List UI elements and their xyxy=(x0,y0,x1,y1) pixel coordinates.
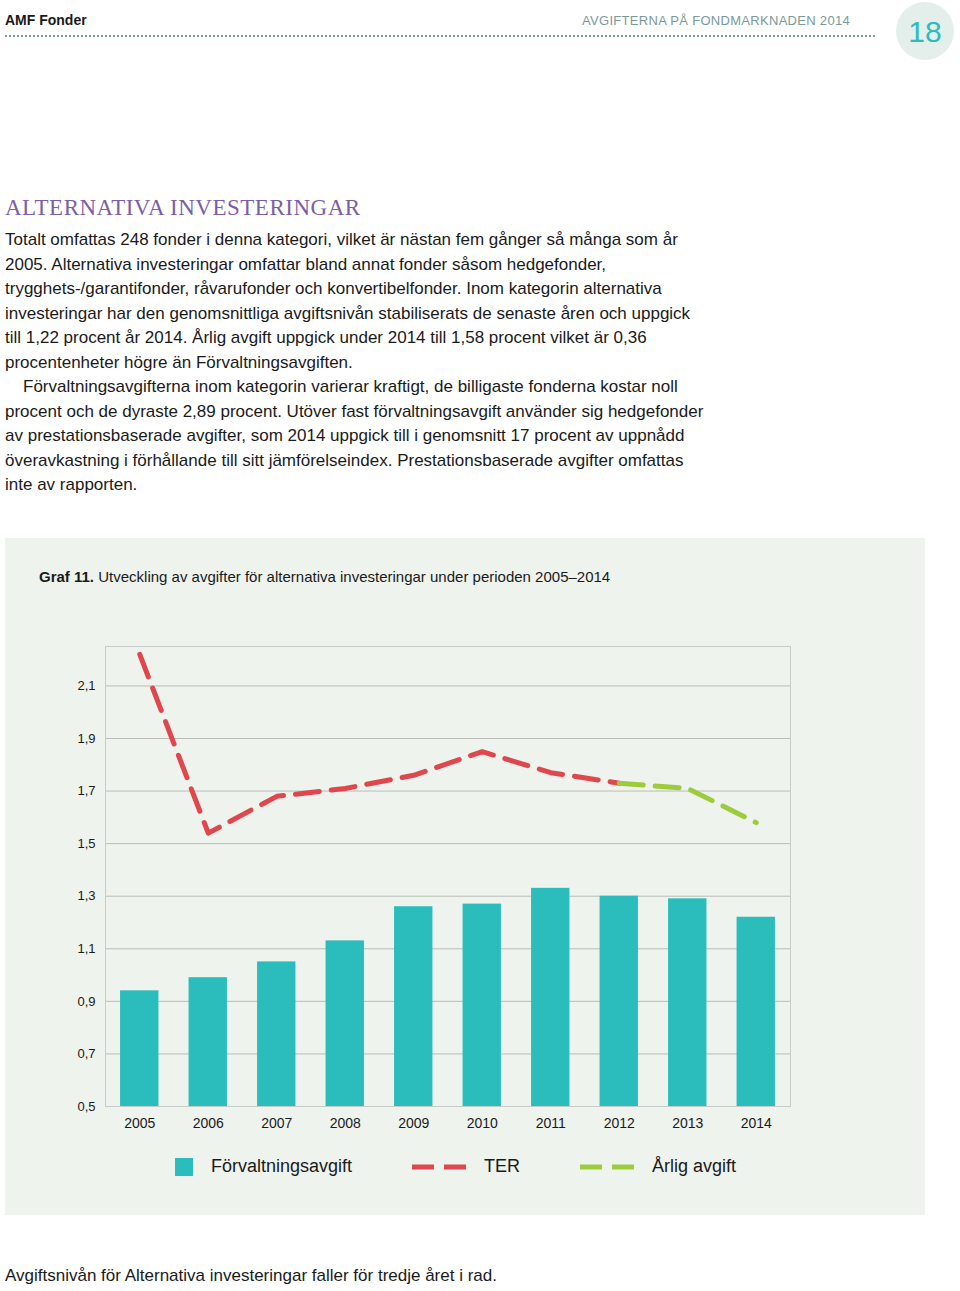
html-text:Årlig avgift: Årlig avgift xyxy=(652,1156,737,1176)
svg-text:1,3: 1,3 xyxy=(77,888,95,903)
html-text:Förvaltningsavgifterna inom ka: Förvaltningsavgifterna inom kategorin va… xyxy=(5,377,704,494)
html-text:AVGIFTERNA PÅ FONDMARKNADEN 20: AVGIFTERNA PÅ FONDMARKNADEN 2014 xyxy=(582,13,850,28)
svg-text:2010: 2010 xyxy=(467,1115,498,1131)
svg-text:1,1: 1,1 xyxy=(77,941,95,956)
html-text:18: 18 xyxy=(908,15,942,48)
html-text:Totalt omfattas 248 fonder i d: Totalt omfattas 248 fonder i denna kateg… xyxy=(5,230,691,372)
svg-text:1,5: 1,5 xyxy=(77,836,95,851)
svg-text:0,5: 0,5 xyxy=(77,1099,95,1114)
svg-text:2012: 2012 xyxy=(604,1115,635,1131)
svg-text:2013: 2013 xyxy=(672,1115,703,1131)
svg-text:2,1: 2,1 xyxy=(77,678,95,693)
svg-text:2007: 2007 xyxy=(261,1115,292,1131)
html-text:Förvaltningsavgift: Förvaltningsavgift xyxy=(211,1156,353,1176)
svg-text:2011: 2011 xyxy=(536,1115,566,1131)
svg-text:1,9: 1,9 xyxy=(77,731,95,746)
svg-text:0,7: 0,7 xyxy=(77,1046,95,1061)
html-text:Graf 11. Utveckling av avgifte: Graf 11. Utveckling av avgifter för alte… xyxy=(39,568,611,585)
svg-text:2009: 2009 xyxy=(398,1115,429,1131)
svg-text:2008: 2008 xyxy=(330,1115,361,1131)
svg-text:0,9: 0,9 xyxy=(77,994,95,1009)
svg-text:2014: 2014 xyxy=(741,1115,772,1131)
html-text:AMF Fonder: AMF Fonder xyxy=(5,12,87,28)
svg-text:2006: 2006 xyxy=(193,1115,224,1131)
html-text:ALTERNATIVA INVESTERINGAR: ALTERNATIVA INVESTERINGAR xyxy=(5,195,361,220)
svg-text:2005: 2005 xyxy=(124,1115,155,1131)
svg-text:1,7: 1,7 xyxy=(77,783,95,798)
html-text:TER: TER xyxy=(484,1156,521,1176)
html-text:Avgiftsnivån för Alternativa i: Avgiftsnivån för Alternativa investering… xyxy=(5,1266,497,1285)
